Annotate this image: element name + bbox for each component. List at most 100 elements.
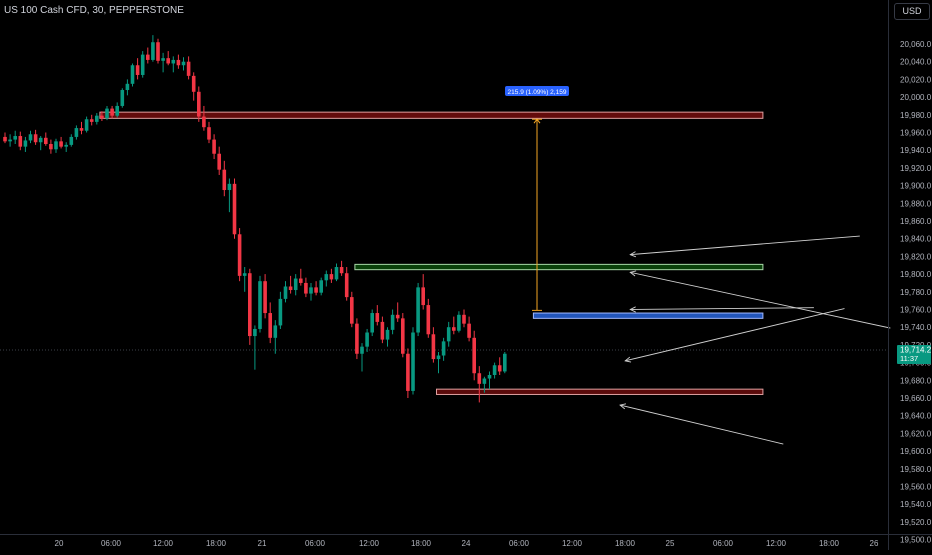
candle-body[interactable] bbox=[151, 42, 155, 60]
upper-red-zone[interactable] bbox=[99, 111, 764, 119]
candle-body[interactable] bbox=[273, 325, 278, 338]
candle-body[interactable] bbox=[314, 287, 318, 293]
candle-body[interactable] bbox=[299, 278, 303, 283]
candle-body[interactable] bbox=[140, 54, 145, 75]
candle-body[interactable] bbox=[110, 108, 114, 116]
candle-body[interactable] bbox=[385, 329, 390, 340]
candle-body[interactable] bbox=[191, 75, 196, 92]
arrow-below-lower-zone[interactable] bbox=[619, 404, 784, 445]
candle-body[interactable] bbox=[360, 346, 364, 354]
candle-body[interactable] bbox=[309, 287, 313, 294]
candle-body[interactable] bbox=[431, 334, 436, 360]
candle-body[interactable] bbox=[125, 83, 130, 91]
candle-body[interactable] bbox=[171, 59, 176, 64]
candle-body[interactable] bbox=[401, 318, 405, 354]
candle-body[interactable] bbox=[237, 234, 242, 276]
candle-body[interactable] bbox=[207, 127, 211, 140]
candle-body[interactable] bbox=[268, 313, 272, 338]
candle-body[interactable] bbox=[176, 59, 181, 66]
candle-body[interactable] bbox=[33, 134, 38, 143]
currency-button[interactable]: USD bbox=[894, 3, 930, 20]
candle-body[interactable] bbox=[242, 273, 247, 276]
candle-body[interactable] bbox=[3, 136, 7, 142]
candle-body[interactable] bbox=[426, 305, 431, 335]
candle-body[interactable] bbox=[69, 136, 74, 145]
candle-body[interactable] bbox=[344, 273, 349, 298]
candle-body[interactable] bbox=[232, 183, 237, 235]
candle-body[interactable] bbox=[446, 327, 451, 342]
candle-body[interactable] bbox=[324, 274, 329, 281]
candle-body[interactable] bbox=[89, 119, 94, 122]
candle-body[interactable] bbox=[253, 328, 257, 337]
candle-body[interactable] bbox=[28, 134, 33, 141]
candle-body[interactable] bbox=[477, 373, 482, 384]
candle-body[interactable] bbox=[38, 137, 43, 143]
candle-body[interactable] bbox=[44, 137, 48, 145]
candle-body[interactable] bbox=[227, 183, 232, 191]
candle-body[interactable] bbox=[130, 65, 135, 84]
candle-body[interactable] bbox=[217, 153, 221, 170]
candle-body[interactable] bbox=[186, 61, 191, 76]
candle-body[interactable] bbox=[339, 267, 344, 274]
blue-zone[interactable] bbox=[532, 312, 764, 319]
candle-body[interactable] bbox=[288, 286, 293, 291]
candle-body[interactable] bbox=[248, 273, 252, 337]
candle-body[interactable] bbox=[395, 314, 400, 319]
candle-body[interactable] bbox=[421, 287, 425, 306]
candle-body[interactable] bbox=[84, 119, 89, 131]
candle-body[interactable] bbox=[146, 54, 150, 60]
candle-body[interactable] bbox=[319, 280, 323, 293]
candle-body[interactable] bbox=[416, 287, 420, 333]
candle-body[interactable] bbox=[258, 281, 262, 329]
candle-body[interactable] bbox=[390, 314, 395, 330]
arrow-to-blue[interactable] bbox=[630, 307, 814, 310]
candle-body[interactable] bbox=[355, 323, 359, 354]
candle-body[interactable] bbox=[467, 323, 471, 338]
candle-body[interactable] bbox=[181, 61, 186, 66]
candle-body[interactable] bbox=[503, 353, 507, 372]
candle-body[interactable] bbox=[278, 298, 283, 326]
candle-body[interactable] bbox=[161, 58, 165, 61]
candle-body[interactable] bbox=[411, 332, 415, 391]
candle-body[interactable] bbox=[283, 286, 288, 299]
candle-body[interactable] bbox=[54, 141, 58, 150]
candle-body[interactable] bbox=[197, 91, 201, 117]
candle-body[interactable] bbox=[487, 374, 492, 379]
candle-body[interactable] bbox=[135, 65, 140, 75]
candle-body[interactable] bbox=[304, 282, 308, 294]
candle-body[interactable] bbox=[156, 42, 160, 61]
candle-body[interactable] bbox=[120, 90, 125, 106]
candle-body[interactable] bbox=[334, 267, 339, 280]
candle-body[interactable] bbox=[13, 136, 17, 140]
candle-body[interactable] bbox=[457, 314, 461, 331]
arrow-to-green-top[interactable] bbox=[630, 235, 860, 256]
candle-body[interactable] bbox=[263, 281, 267, 314]
candle-body[interactable] bbox=[115, 105, 119, 116]
candle-body[interactable] bbox=[492, 365, 497, 375]
candle-body[interactable] bbox=[18, 136, 23, 147]
candle-body[interactable] bbox=[293, 278, 298, 291]
candle-body[interactable] bbox=[380, 321, 385, 340]
candle-body[interactable] bbox=[49, 144, 53, 150]
arrow-to-current[interactable] bbox=[625, 308, 845, 362]
candle-body[interactable] bbox=[8, 139, 12, 142]
candle-body[interactable] bbox=[452, 327, 456, 331]
candle-body[interactable] bbox=[212, 139, 216, 154]
candle-body[interactable] bbox=[441, 341, 446, 356]
candle-body[interactable] bbox=[497, 365, 502, 372]
candle-body[interactable] bbox=[329, 274, 334, 280]
candle-body[interactable] bbox=[64, 144, 68, 147]
candle-body[interactable] bbox=[222, 169, 227, 191]
candle-body[interactable] bbox=[365, 332, 369, 347]
candle-body[interactable] bbox=[95, 115, 99, 122]
arrow-to-green-bottom[interactable] bbox=[630, 271, 891, 329]
candle-body[interactable] bbox=[202, 116, 206, 128]
candle-body[interactable] bbox=[74, 128, 79, 137]
candle-body[interactable] bbox=[350, 297, 354, 324]
candle-body[interactable] bbox=[23, 140, 28, 147]
candle-body[interactable] bbox=[59, 141, 63, 147]
candle-body[interactable] bbox=[375, 313, 380, 322]
candle-body[interactable] bbox=[462, 314, 466, 324]
